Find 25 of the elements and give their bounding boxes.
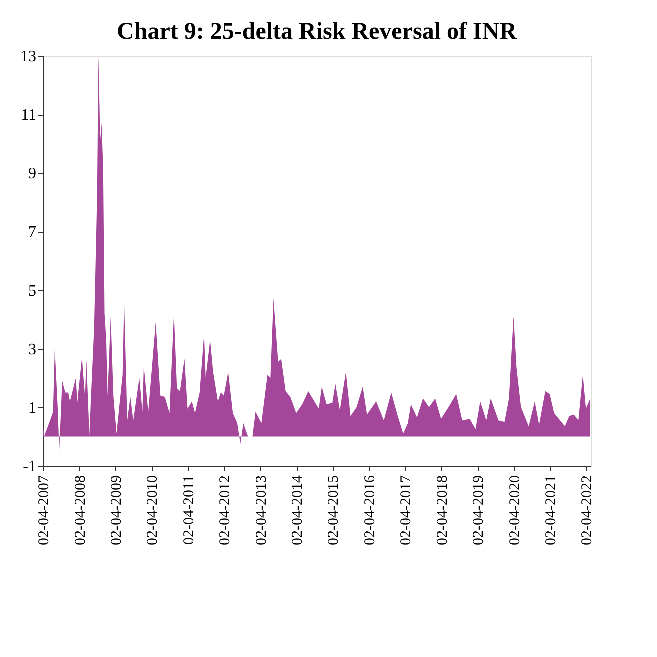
x-tick-label: 02-04-2007 [36, 475, 52, 546]
y-tick-label: 5 [28, 282, 36, 300]
chart-title: Chart 9: 25-delta Risk Reversal of INR [117, 19, 518, 45]
x-tick-label: 02-04-2013 [254, 476, 270, 546]
x-tick-label: 02-04-2019 [471, 476, 488, 546]
y-tick-label: 1 [28, 400, 36, 417]
x-tick-label: 02-04-2017 [398, 475, 415, 546]
x-tick-label: 02-04-2020 [507, 476, 524, 546]
x-tick-label: 02-04-2012 [218, 476, 234, 546]
y-tick-label: 7 [28, 224, 36, 242]
x-tick-label: 02-04-2011 [181, 476, 198, 545]
x-tick-label: 02-04-2015 [326, 476, 342, 546]
x-tick-label: 02-04-2010 [145, 476, 162, 546]
x-tick-label: 02-04-2014 [290, 475, 306, 546]
x-tick-label: 02-04-2016 [362, 475, 379, 546]
y-tick-label: 3 [28, 341, 36, 358]
x-tick-label: 02-04-2018 [434, 476, 451, 546]
x-tick-label: 02-04-2021 [544, 476, 560, 546]
x-tick-label: 02-04-2022 [580, 476, 596, 546]
y-tick-label: 13 [20, 48, 36, 66]
y-tick-label: 9 [28, 166, 36, 183]
x-tick-label: 02-04-2008 [72, 476, 89, 546]
y-tick-label: 11 [21, 107, 36, 124]
x-tick-label: 02-04-2009 [108, 476, 125, 546]
y-tick-label: -1 [23, 458, 36, 476]
